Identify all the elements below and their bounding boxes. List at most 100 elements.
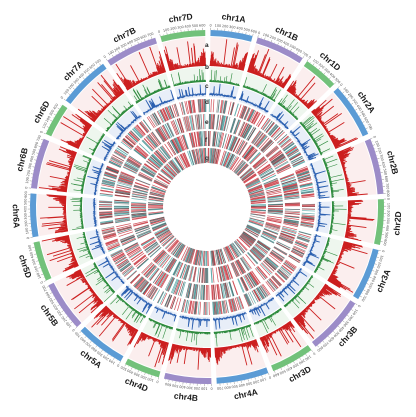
minor-tick-mark (299, 55, 301, 57)
tick-mark (327, 336, 330, 338)
track-a-bg-chr5a (85, 305, 139, 356)
tick-label: 0 (210, 24, 212, 28)
minor-tick-mark (115, 53, 117, 56)
tick-label: 600 (79, 336, 86, 343)
ideogram-chr7d (160, 30, 206, 43)
tick-label: 200 (377, 147, 383, 154)
heat-0-dark-chr6d (112, 145, 129, 162)
heat-1-dark-chr4d (164, 276, 185, 297)
heat-1-teal-chr4d (165, 276, 186, 297)
ideogram-chr3a (353, 248, 379, 300)
track-c-bg-chr7d (174, 83, 206, 101)
track-a-bars-chr4a (214, 339, 259, 366)
tick-mark (366, 283, 369, 285)
chromosome-label-chr7a: chr7A (61, 59, 85, 83)
minor-tick-mark (319, 343, 321, 345)
minor-tick-mark (86, 75, 88, 77)
track-c-bg-chr3d (248, 295, 281, 322)
track-b-bars-chr4a (213, 324, 254, 347)
track-a-bars-chr7b (115, 46, 167, 91)
tick-mark (318, 67, 321, 70)
tick-label: 800 (316, 345, 324, 352)
tick-mark (119, 361, 121, 364)
tick-mark (374, 263, 377, 265)
track-b-bg-chr5b (81, 262, 116, 302)
tick-mark (61, 310, 64, 313)
track-c-line-chr4b (179, 315, 211, 330)
heat-2-dark-chr4b (188, 266, 202, 283)
track-a-bars-chr7a (77, 74, 125, 123)
minor-tick-mark (64, 313, 66, 315)
heat-0-dark-chr7a (122, 119, 152, 148)
track-c-line-chr6d (101, 139, 116, 161)
tick-label: 0 (268, 375, 271, 380)
heat-1-dark-chr4a (213, 281, 235, 300)
track-letter-a: a (205, 42, 209, 49)
heat-0-dark-chr3a (288, 231, 312, 264)
tick-mark (144, 39, 146, 42)
minor-tick-mark (56, 301, 58, 303)
track-c-line-chr1b (239, 90, 270, 113)
tick-label: 500 (231, 384, 238, 389)
tick-mark (57, 304, 60, 307)
heat-0-dark-chr5b (113, 255, 132, 272)
minor-tick-mark (97, 66, 99, 68)
minor-tick-mark (283, 366, 285, 368)
heat-3-teal-chr1d (233, 160, 249, 176)
heat-2-teal-chr3a (260, 228, 279, 244)
tick-label: 0 (39, 130, 44, 134)
track-c-line-chr6a (92, 198, 98, 227)
tick-label: 600 (272, 372, 280, 378)
track-b-bg-chr2b (322, 153, 347, 198)
track-c-line-chr3a (302, 234, 322, 267)
tick-mark (99, 63, 101, 66)
heat-2-dark-chr4d (173, 261, 191, 281)
minor-tick-mark (364, 286, 367, 288)
heat-2-teal-chr5b (141, 237, 162, 258)
tick-label: 300 (229, 25, 236, 30)
ideogram-chr5d (33, 241, 52, 281)
heat-3-teal-chr6d (153, 180, 168, 188)
tick-label: 400 (236, 26, 243, 31)
tick-label: 0 (26, 237, 30, 240)
tick-label: 300 (186, 385, 193, 390)
tick-label: 0 (210, 386, 212, 390)
tick-label: 400 (127, 368, 135, 374)
tick-label: 200 (347, 92, 354, 100)
heat-0-red-chr5d (101, 227, 121, 251)
track-b-bars-chr1d (277, 94, 300, 121)
tick-mark (34, 159, 37, 161)
tick-label: 0 (156, 379, 159, 383)
tick-label: 400 (23, 206, 27, 213)
tick-label: 100 (147, 377, 154, 383)
tick-mark (158, 377, 160, 380)
minor-tick-mark (60, 105, 62, 107)
tick-mark (53, 298, 56, 301)
tick-mark (342, 91, 345, 94)
tick-label: 100 (163, 27, 170, 32)
tick-mark (264, 37, 266, 40)
ideogram-chr2d (374, 199, 384, 245)
track-a-bars-chr1d (286, 76, 317, 110)
heat-3-red-chr2d (250, 205, 267, 217)
track-b-bars-chr7d (170, 69, 206, 87)
heat-0-dark-chr6b (106, 166, 119, 174)
heat-2-dark-chr7b (167, 139, 179, 155)
heat-3-dark-chr2a (239, 167, 255, 181)
tick-label: 300 (133, 371, 141, 377)
track-a-bars-chr4d (133, 331, 169, 368)
heat-1-dark-chr5b (124, 242, 149, 269)
tick-label: 0 (381, 250, 385, 253)
track-b-bg-chr7a (95, 93, 134, 132)
tick-mark (65, 316, 68, 318)
track-b-bars-chr3a (313, 237, 338, 274)
minor-tick-mark (60, 307, 62, 309)
heat-0-dark-chr4b (184, 299, 197, 315)
heat-2-teal-chr4a (210, 264, 231, 283)
